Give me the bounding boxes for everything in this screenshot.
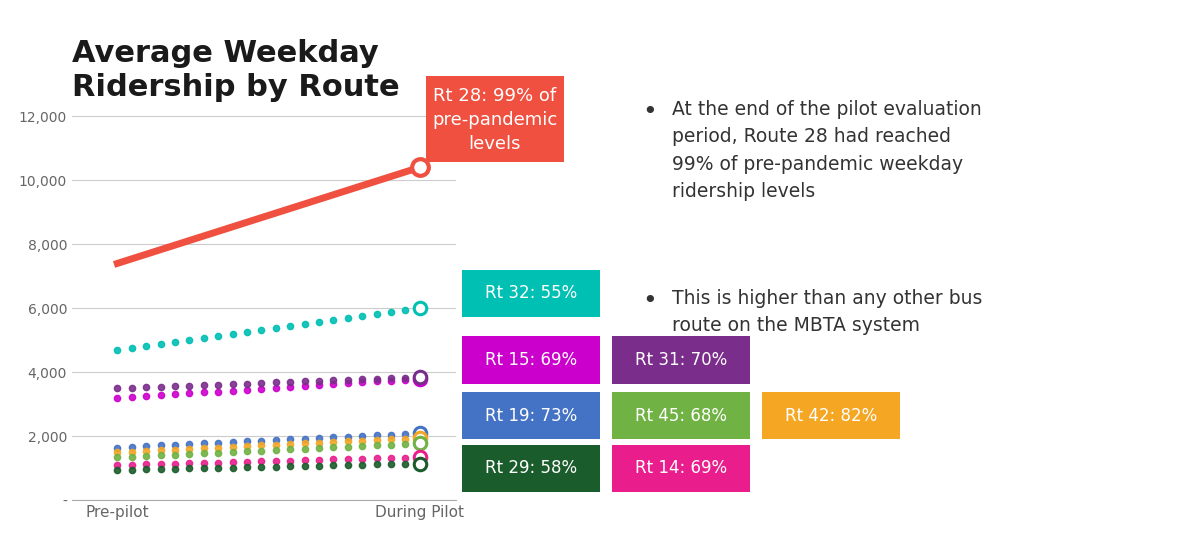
Text: Rt 45: 68%: Rt 45: 68% — [635, 406, 727, 425]
Text: Rt 14: 69%: Rt 14: 69% — [635, 459, 727, 478]
Text: This is higher than any other bus
route on the MBTA system: This is higher than any other bus route … — [672, 289, 983, 335]
Text: Rt 15: 69%: Rt 15: 69% — [485, 351, 577, 369]
Text: Average Weekday
Ridership by Route: Average Weekday Ridership by Route — [72, 39, 400, 102]
Text: Rt 42: 82%: Rt 42: 82% — [785, 406, 877, 425]
Text: Rt 31: 70%: Rt 31: 70% — [635, 351, 727, 369]
Text: At the end of the pilot evaluation
period, Route 28 had reached
99% of pre-pande: At the end of the pilot evaluation perio… — [672, 100, 982, 201]
Text: •: • — [642, 289, 656, 313]
Text: Rt 32: 55%: Rt 32: 55% — [485, 284, 577, 302]
Text: •: • — [642, 100, 656, 124]
Text: Rt 28: 99% of
pre-pandemic
levels: Rt 28: 99% of pre-pandemic levels — [432, 87, 557, 153]
Text: Rt 19: 73%: Rt 19: 73% — [485, 406, 577, 425]
Text: Rt 29: 58%: Rt 29: 58% — [485, 459, 577, 478]
